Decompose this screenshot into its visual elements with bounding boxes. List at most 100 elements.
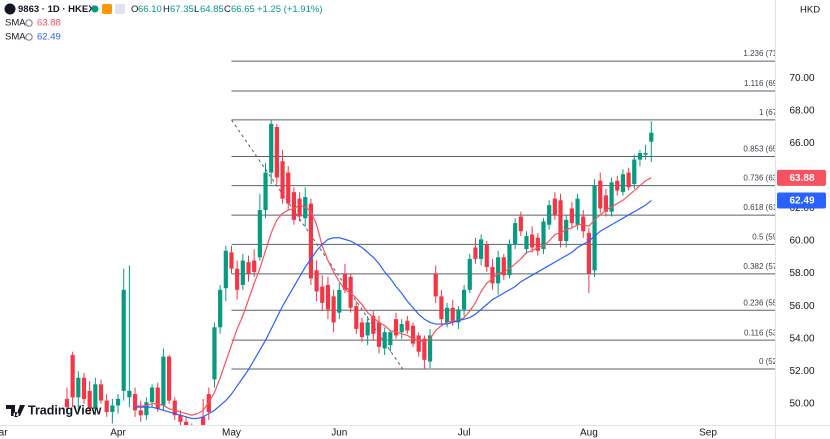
sma-line bbox=[134, 177, 652, 416]
candle-body bbox=[461, 289, 467, 310]
x-tick-label: Apr bbox=[110, 428, 126, 439]
y-tick-label: 70.00 bbox=[789, 73, 814, 84]
candle-body bbox=[467, 258, 472, 290]
candle-body bbox=[603, 195, 609, 212]
candle-body bbox=[524, 236, 529, 250]
sma-line bbox=[135, 199, 652, 420]
candle-body bbox=[393, 319, 399, 336]
candle-body bbox=[246, 262, 251, 274]
candle-body bbox=[104, 400, 109, 412]
candle-body bbox=[286, 172, 291, 204]
candle-body bbox=[320, 286, 325, 303]
y-tick-label: 60.00 bbox=[789, 236, 814, 247]
legend: SMA 63.88 SMA 62.49 bbox=[5, 18, 61, 43]
candle-body bbox=[575, 198, 580, 225]
candle-body bbox=[626, 172, 631, 188]
watermark-text: TradingView bbox=[28, 403, 102, 417]
x-tick-label: Aug bbox=[580, 428, 598, 439]
candle-body bbox=[127, 390, 132, 398]
candle-body bbox=[257, 210, 262, 258]
candle-body bbox=[490, 267, 495, 284]
x-tick-label: Mar bbox=[0, 428, 8, 439]
y-tick-label: 56.00 bbox=[789, 301, 814, 312]
candle-body bbox=[450, 307, 455, 323]
header: 9863 · 1D · HKEX O 66.10 H 67.35 L 64.85… bbox=[4, 3, 820, 16]
candle-body bbox=[155, 387, 160, 409]
candle-body bbox=[149, 387, 155, 403]
candle-body bbox=[422, 338, 427, 360]
candle-body bbox=[376, 322, 382, 347]
legend-icon bbox=[25, 33, 33, 41]
candle-body bbox=[269, 123, 274, 173]
candle-body bbox=[399, 324, 404, 333]
candle-body bbox=[592, 185, 597, 271]
open-label: O bbox=[131, 4, 138, 15]
candle-body bbox=[558, 200, 563, 241]
candle-body bbox=[178, 415, 183, 422]
x-tick-label: Sep bbox=[699, 428, 717, 439]
candle-body bbox=[223, 250, 228, 289]
price-tag-label: 63.88 bbox=[789, 173, 814, 184]
candle-body bbox=[70, 354, 75, 398]
candle-body bbox=[371, 315, 376, 334]
candle-body bbox=[365, 322, 370, 336]
fib-level-label: 1.116 (69.21) bbox=[744, 79, 791, 88]
candle-body bbox=[513, 223, 518, 245]
candle-body bbox=[637, 153, 643, 160]
candle-body bbox=[229, 252, 234, 269]
fib-level-label: 0.382 (57.98) bbox=[743, 262, 791, 271]
candle-body bbox=[444, 307, 450, 323]
price-tag bbox=[777, 192, 826, 209]
change-value: +1.25 (+1.91%) bbox=[257, 4, 323, 15]
candle-body bbox=[138, 410, 143, 416]
candle-body bbox=[291, 192, 296, 220]
candle-body bbox=[598, 180, 603, 209]
candle-body bbox=[581, 216, 586, 232]
axes: 50.0052.0054.0056.0058.0060.0062.0064.00… bbox=[0, 73, 826, 439]
candle-body bbox=[615, 180, 620, 191]
candle-body bbox=[382, 332, 387, 349]
candle-body bbox=[280, 161, 285, 199]
low-label: L bbox=[194, 4, 199, 15]
candle-body bbox=[252, 260, 257, 272]
x-tick-label: May bbox=[222, 428, 241, 439]
price-tag bbox=[777, 169, 826, 186]
candle-body bbox=[354, 306, 359, 329]
candle-body bbox=[649, 132, 654, 142]
y-tick-label: 68.00 bbox=[789, 105, 814, 116]
candle-body bbox=[115, 398, 121, 406]
candle-body bbox=[144, 402, 149, 416]
y-tick-label: 66.00 bbox=[789, 138, 814, 149]
candle-body bbox=[427, 335, 433, 362]
fib-level-label: 0 (52.14) bbox=[759, 357, 791, 366]
candle-body bbox=[314, 270, 319, 292]
fib-trend-line bbox=[231, 119, 404, 370]
candle-body bbox=[586, 232, 591, 274]
delay-badge bbox=[102, 4, 112, 14]
currency-badge bbox=[115, 4, 125, 14]
candle-body bbox=[547, 205, 552, 225]
legend-value: 62.49 bbox=[37, 32, 61, 43]
x-tick-label: Jun bbox=[331, 428, 347, 439]
plot-area: 1.236 (71.05) 1.116 (69.21) 1 (67.44) 0.853… bbox=[64, 49, 791, 425]
price-tag-label: 62.49 bbox=[789, 196, 814, 207]
symbol-icon bbox=[4, 3, 16, 15]
candle-body bbox=[121, 289, 126, 391]
candle-body bbox=[501, 257, 506, 276]
candle-body bbox=[564, 219, 569, 241]
fib-level-label: 1 (67.44) bbox=[759, 108, 791, 117]
x-tick-label: Jul bbox=[458, 428, 471, 439]
fib-level-label: 0.736 (63.40) bbox=[743, 174, 791, 183]
candle-body bbox=[416, 335, 421, 352]
candle-body bbox=[235, 268, 240, 290]
candle-body bbox=[93, 384, 98, 409]
candle-body bbox=[552, 198, 557, 215]
fib-level-label: 0.116 (53.91) bbox=[744, 328, 791, 337]
candle-body bbox=[87, 390, 92, 409]
symbol: 9863 · 1D · HKEX bbox=[18, 4, 95, 15]
watermark: TradingView bbox=[6, 403, 102, 417]
candle-body bbox=[643, 153, 648, 155]
candle-body bbox=[342, 273, 348, 290]
candle-body bbox=[303, 197, 308, 219]
candle-body bbox=[541, 221, 546, 250]
